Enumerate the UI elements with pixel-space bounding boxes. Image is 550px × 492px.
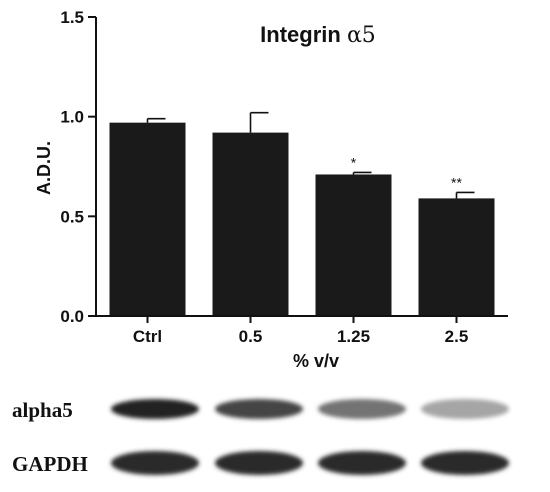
western-blot: alpha5 GAPDH [12, 398, 509, 476]
chart-title-symbol: α5 [347, 23, 376, 48]
bar [315, 174, 392, 316]
blot-band [215, 451, 303, 475]
y-tick-label: 0.5 [60, 207, 84, 226]
chart-title-main: Integrin [260, 22, 347, 47]
y-tick-label: 1.0 [60, 108, 84, 127]
bar-chart: Integrin α5 A.D.U. 0.00.51.01.5 *** Ctrl… [34, 8, 508, 371]
x-tick-label: 0.5 [239, 327, 263, 346]
bar [418, 198, 495, 316]
bar [109, 122, 186, 316]
x-axis: Ctrl 0.5 1.25 2.5 [96, 315, 508, 346]
significance-label: * [351, 154, 357, 170]
blot-band [215, 399, 303, 419]
y-axis: 0.0 0.5 1.0 1.5 [60, 8, 97, 326]
blot-band [318, 399, 406, 419]
blot-bands [111, 399, 509, 475]
blot-band [318, 451, 406, 475]
y-tick-label: 1.5 [60, 8, 84, 27]
blot-label-alpha5: alpha5 [12, 398, 73, 422]
chart-title: Integrin α5 [260, 22, 376, 48]
y-tick-label: 0.0 [60, 307, 84, 326]
bar [212, 132, 289, 316]
blot-band [421, 451, 509, 475]
significance-label: ** [451, 174, 462, 190]
blot-label-gapdh: GAPDH [12, 452, 88, 476]
blot-band [111, 399, 199, 419]
x-tick-label: 2.5 [445, 327, 469, 346]
x-axis-title: % v/v [293, 351, 339, 371]
blot-band [111, 451, 199, 475]
x-tick-label: 1.25 [337, 327, 370, 346]
blot-band [421, 399, 509, 419]
y-axis-title: A.D.U. [34, 141, 54, 195]
bars: *** [109, 111, 495, 316]
x-tick-label: Ctrl [133, 327, 162, 346]
